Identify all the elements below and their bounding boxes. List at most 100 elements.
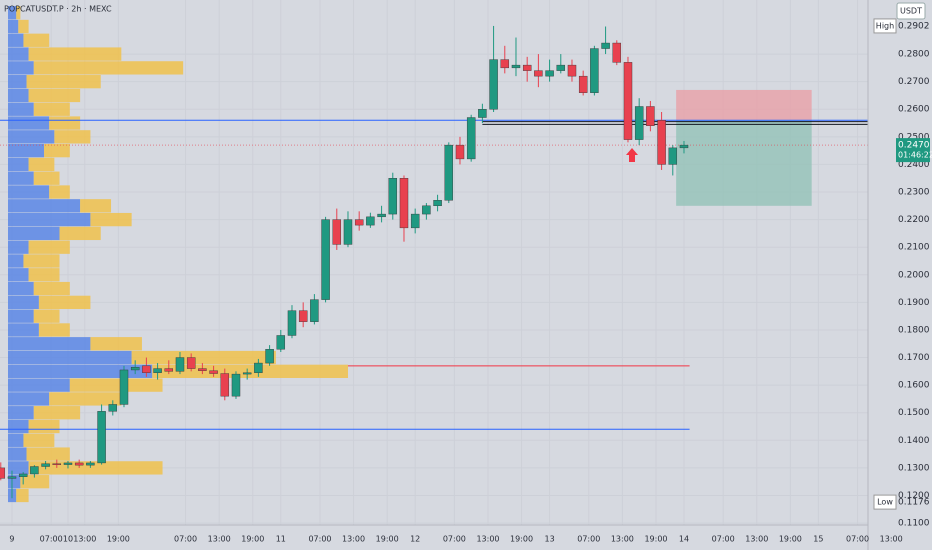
candle-body <box>466 117 476 160</box>
profile-buy <box>8 143 45 158</box>
profile-buy <box>8 33 24 47</box>
candle-body <box>634 106 644 140</box>
candle-body <box>444 144 454 201</box>
x-tick-label: 14 <box>679 535 689 544</box>
candle-body <box>522 64 532 71</box>
candles <box>0 25 689 499</box>
candle-body <box>108 404 118 412</box>
profile-buy <box>8 350 132 365</box>
stop-zone <box>676 89 812 121</box>
candle-body <box>556 64 566 71</box>
y-tick-label: 0.2700 <box>898 77 930 87</box>
profile-buy <box>8 88 29 103</box>
candle-body <box>7 476 17 479</box>
y-tick-label: 0.1400 <box>898 436 930 446</box>
candle-body <box>321 219 330 300</box>
chart-title: POPCATUSDT.P · 2h · MEXC <box>4 5 112 14</box>
y-tick-label: 0.2400 <box>898 160 930 170</box>
candle-body <box>130 366 140 371</box>
currency[interactable]: USDT <box>900 7 922 16</box>
x-tick-label: 13:00 <box>611 535 634 544</box>
candle-body <box>142 365 151 373</box>
profile-buy <box>8 171 34 185</box>
last-price-box <box>896 138 930 163</box>
profile-sell <box>44 143 70 158</box>
x-tick-label: 13:00 <box>745 535 768 544</box>
profile-buy <box>8 392 50 406</box>
profile-buy <box>8 61 34 75</box>
candle-body <box>343 219 353 245</box>
candle-body <box>276 335 286 350</box>
candle-body <box>164 368 174 372</box>
x-tick-label: 07:00 <box>174 535 197 544</box>
price-label-box <box>873 494 897 510</box>
profile-sell <box>33 102 70 116</box>
candle-body <box>578 75 588 93</box>
profile-sell <box>49 185 70 199</box>
last-price-label: 0.2470 <box>898 141 930 151</box>
candle-body <box>422 205 431 215</box>
x-tick-label: 19:00 <box>241 535 264 544</box>
candle-body <box>399 178 409 229</box>
candle-body <box>186 357 196 369</box>
candle-body <box>41 463 50 467</box>
x-tick-label: 11 <box>276 535 286 544</box>
x-tick-label: 13 <box>544 535 554 544</box>
candle-body <box>601 42 610 49</box>
profile-sell <box>28 157 55 172</box>
candle-body <box>231 373 241 397</box>
profile-sell <box>26 447 70 461</box>
candle-body <box>388 178 398 215</box>
profile-sell <box>33 61 184 75</box>
currency-box[interactable] <box>896 2 926 20</box>
profile-sell <box>59 226 101 241</box>
candle-body <box>153 368 162 373</box>
profile-buy <box>8 254 24 268</box>
profile-sell <box>49 116 81 130</box>
x-tick-label: 19:00 <box>107 535 130 544</box>
candle-body <box>366 216 375 226</box>
x-tick-label: 07:00 <box>443 535 466 544</box>
x-tick-label: 13:00 <box>880 535 903 544</box>
profile-sell <box>69 378 163 392</box>
profile-buy <box>8 406 34 420</box>
candle-body <box>86 462 95 466</box>
x-tick-label: 19:00 <box>510 535 533 544</box>
candle-body <box>354 219 364 226</box>
profile-buy <box>8 281 34 296</box>
arrow <box>626 148 638 162</box>
candle-body <box>545 70 554 77</box>
profile-sell <box>16 488 29 503</box>
profile-sell <box>38 323 70 337</box>
candle-body <box>623 62 633 140</box>
profile-sell <box>23 33 50 47</box>
profile-sell <box>33 309 60 323</box>
price-label-value: 0.1176 <box>898 498 930 508</box>
candle-body <box>30 466 39 475</box>
profile-buy <box>8 378 70 392</box>
y-tick-label: 0.2600 <box>898 105 930 115</box>
candle-body <box>612 42 622 63</box>
candle-body <box>377 213 386 218</box>
profile-sell <box>28 47 122 61</box>
profile-buy <box>8 323 39 337</box>
profile-buy <box>8 461 29 475</box>
candle-body <box>198 368 207 371</box>
candle-body <box>668 147 678 165</box>
profile-buy <box>8 185 50 199</box>
y-tick-label: 0.1800 <box>898 325 930 335</box>
profile-sell <box>152 364 348 378</box>
price-label-box <box>873 18 897 34</box>
price-label-name: High <box>876 21 894 30</box>
profile-buy <box>8 309 34 323</box>
profile-buy <box>8 102 34 116</box>
profile-buy <box>8 433 24 447</box>
profile-buy <box>8 337 91 351</box>
y-tick-label: 0.1900 <box>898 298 930 308</box>
x-tick-label: 13:00 <box>208 535 231 544</box>
x-tick-label: 19:00 <box>779 535 802 544</box>
profile-buy <box>8 419 29 434</box>
y-tick-label: 0.2300 <box>898 188 930 198</box>
profile-buy <box>8 116 50 130</box>
